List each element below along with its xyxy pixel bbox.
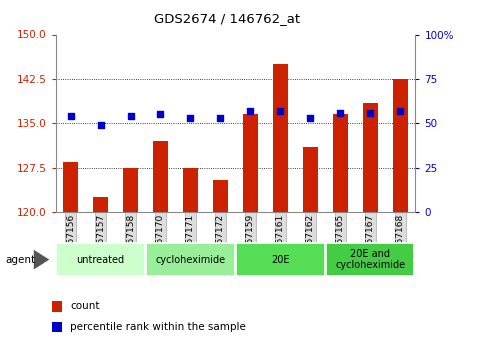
- Bar: [393, 79, 408, 212]
- Bar: [153, 141, 168, 212]
- Text: untreated: untreated: [76, 255, 125, 265]
- Point: [67, 114, 74, 119]
- Bar: [303, 147, 318, 212]
- Text: agent: agent: [6, 255, 36, 265]
- Bar: [57, 243, 144, 276]
- Polygon shape: [34, 250, 49, 269]
- Bar: [213, 180, 228, 212]
- Point: [367, 110, 374, 116]
- Point: [247, 108, 255, 114]
- Point: [397, 108, 404, 114]
- Bar: [363, 102, 378, 212]
- Bar: [327, 243, 414, 276]
- Text: 20E and
cycloheximide: 20E and cycloheximide: [335, 249, 405, 270]
- Text: 20E: 20E: [271, 255, 290, 265]
- Point: [156, 112, 164, 117]
- Bar: [93, 197, 108, 212]
- Text: cycloheximide: cycloheximide: [156, 255, 226, 265]
- Point: [277, 108, 284, 114]
- Point: [186, 115, 194, 121]
- Text: percentile rank within the sample: percentile rank within the sample: [70, 322, 246, 332]
- Bar: [236, 243, 325, 276]
- Bar: [146, 243, 235, 276]
- Point: [127, 114, 134, 119]
- Text: count: count: [70, 302, 99, 311]
- Point: [307, 115, 314, 121]
- Bar: [243, 115, 258, 212]
- Point: [337, 110, 344, 116]
- Bar: [273, 64, 288, 212]
- Text: GDS2674 / 146762_at: GDS2674 / 146762_at: [154, 12, 300, 25]
- Bar: [123, 168, 138, 212]
- Bar: [183, 168, 198, 212]
- Point: [97, 122, 104, 128]
- Bar: [333, 115, 348, 212]
- Bar: [63, 162, 78, 212]
- Point: [216, 115, 224, 121]
